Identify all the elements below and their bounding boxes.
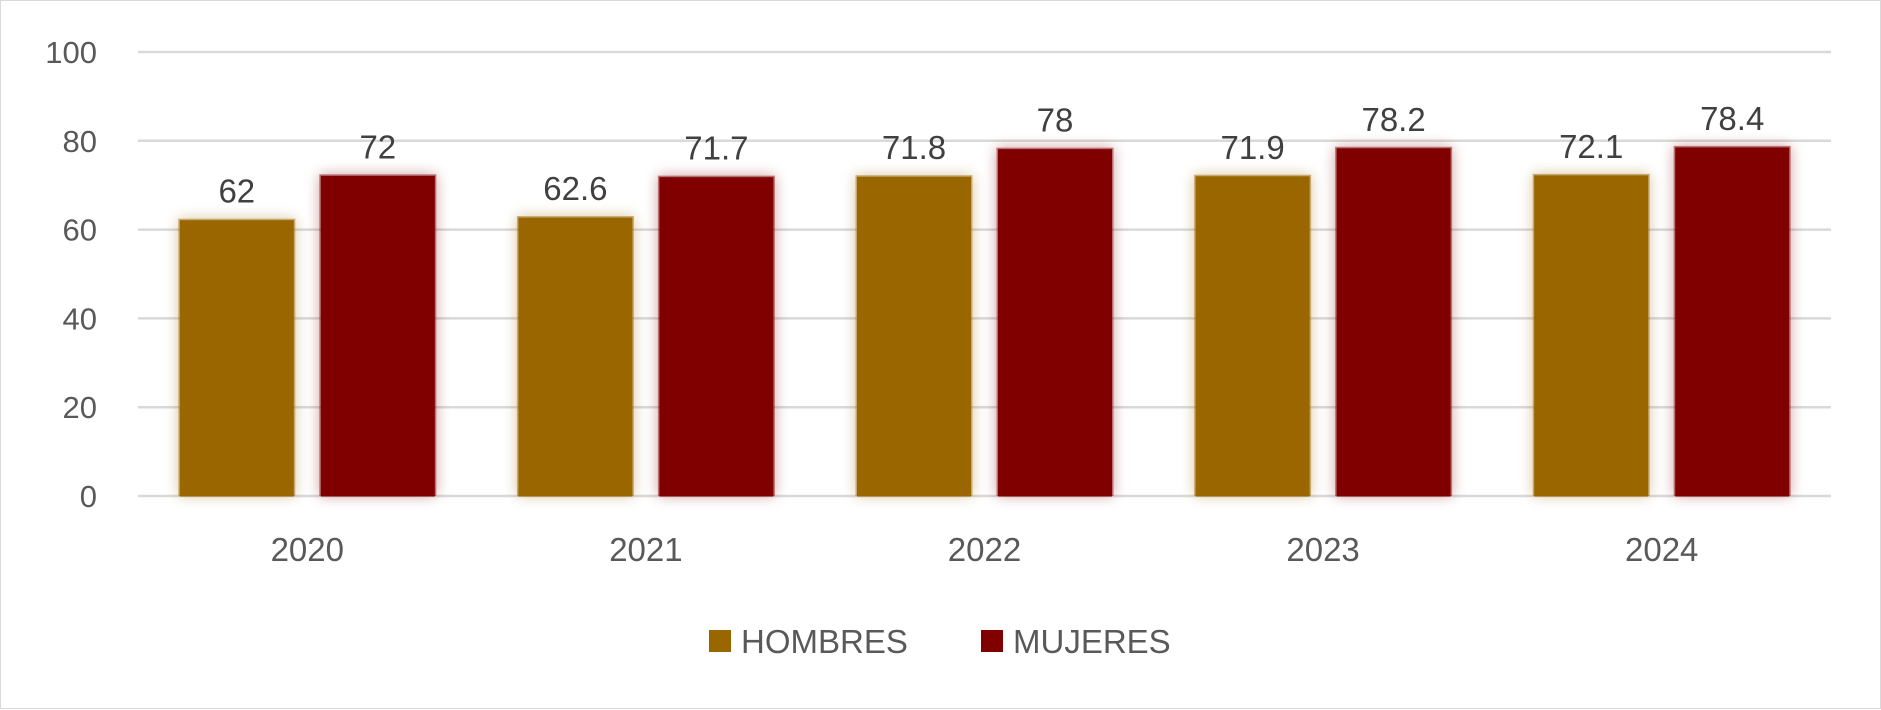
legend-swatch <box>709 630 731 652</box>
y-tick-label: 60 <box>63 213 97 248</box>
bar-hombres-2023 <box>1195 176 1310 497</box>
x-tick-label: 2022 <box>948 531 1021 568</box>
bar-mujeres-2021 <box>659 177 774 497</box>
y-tick-label: 100 <box>45 35 97 70</box>
x-tick-label: 2021 <box>609 531 682 568</box>
data-label: 71.8 <box>882 129 946 166</box>
data-label: 72 <box>359 128 396 165</box>
bar-hombres-2024 <box>1534 175 1649 497</box>
bar-hombres-2020 <box>179 220 294 497</box>
x-tick-label: 2024 <box>1625 531 1698 568</box>
legend: HOMBRES MUJERES <box>709 623 1171 660</box>
data-label: 78.2 <box>1361 101 1425 138</box>
x-axis: 2020 2021 2022 2023 2024 <box>271 531 1699 568</box>
y-axis: 0 20 40 60 80 100 <box>45 35 97 514</box>
bar-hombres-2021 <box>518 217 633 497</box>
data-label: 71.9 <box>1220 129 1284 166</box>
y-tick-label: 40 <box>63 301 97 336</box>
bar-mujeres-2020 <box>320 175 435 497</box>
legend-swatch <box>981 630 1003 652</box>
data-labels: 62 72 62.6 71.7 71.8 78 71.9 78.2 72.1 78.4 <box>218 100 1764 210</box>
legend-item-mujeres: MUJERES <box>981 623 1171 660</box>
x-tick-label: 2020 <box>271 531 344 568</box>
bar-mujeres-2024 <box>1675 147 1790 497</box>
y-tick-label: 0 <box>80 479 97 514</box>
legend-item-hombres: HOMBRES <box>709 623 908 660</box>
bars <box>179 147 1790 497</box>
data-label: 78.4 <box>1700 100 1764 137</box>
bar-mujeres-2023 <box>1336 148 1451 497</box>
data-label: 62 <box>218 173 255 210</box>
bar-mujeres-2022 <box>998 149 1112 497</box>
bar-hombres-2022 <box>857 176 971 497</box>
data-label: 71.7 <box>684 130 748 167</box>
data-label: 72.1 <box>1559 128 1623 165</box>
legend-label: HOMBRES <box>741 623 908 660</box>
y-tick-label: 80 <box>63 124 97 159</box>
y-tick-label: 20 <box>63 390 97 425</box>
x-tick-label: 2023 <box>1286 531 1359 568</box>
legend-label: MUJERES <box>1013 623 1171 660</box>
data-label: 62.6 <box>543 170 607 207</box>
data-label: 78 <box>1037 102 1074 139</box>
